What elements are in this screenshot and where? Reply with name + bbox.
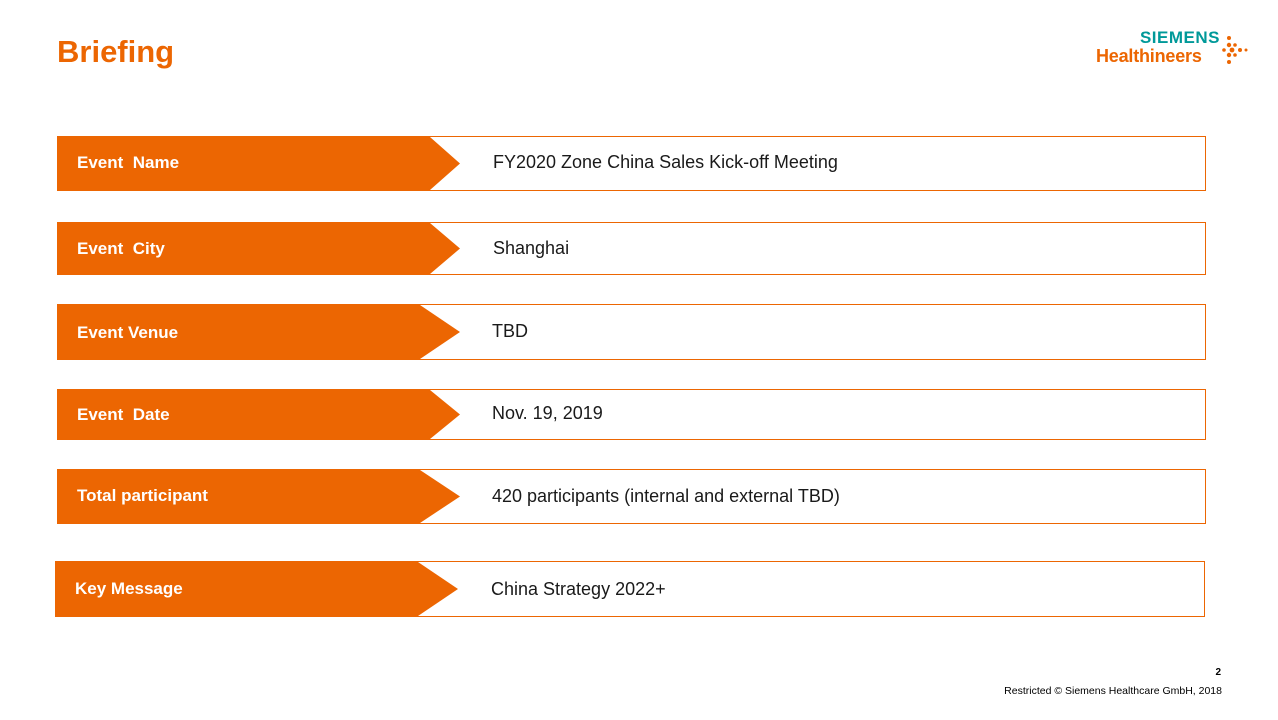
row-label-arrow [58,223,460,274]
row-value: TBD [492,321,528,341]
row-label: Event Name [77,153,180,172]
row-value: Shanghai [493,238,570,258]
briefing-row-key-message: Key Message China Strategy 2022+ [55,561,1205,617]
row-label-arrow [58,470,460,523]
briefing-row-total-participant: Total participant 420 participants (inte… [57,469,1206,524]
briefing-row-event-name: Event Name FY2020 Zone China Sales Kick-… [57,136,1206,191]
row-label-arrow [58,390,460,439]
row-value: 420 participants (internal and external … [492,486,840,506]
row-label: Event Date [77,405,170,424]
row-value: Nov. 19, 2019 [492,403,603,423]
row-label: Event Venue [77,323,179,342]
healthineers-dots-icon [1222,36,1248,64]
briefing-row-event-date: Event Date Nov. 19, 2019 [57,389,1206,440]
row-value: FY2020 Zone China Sales Kick-off Meeting [493,152,838,172]
footer-copyright: Restricted © Siemens Healthcare GmbH, 20… [1004,685,1222,697]
row-label-arrow [58,137,460,190]
briefing-row-event-venue: Event Venue TBD [57,304,1206,360]
row-value: China Strategy 2022+ [491,579,666,599]
row-label-arrow [56,562,458,616]
slide-title: Briefing [57,34,175,69]
row-label: Total participant [77,486,208,505]
siemens-healthineers-logo: SIEMENS Healthineers [1094,28,1254,74]
row-label: Key Message [75,579,183,598]
logo-wordmark-siemens: SIEMENS [1139,28,1220,47]
row-label: Event City [77,239,165,258]
page-number: 2 [1215,667,1221,678]
logo-wordmark-healthineers: Healthineers [1096,46,1202,66]
row-label-arrow [58,305,460,359]
briefing-row-event-city: Event City Shanghai [57,222,1206,275]
